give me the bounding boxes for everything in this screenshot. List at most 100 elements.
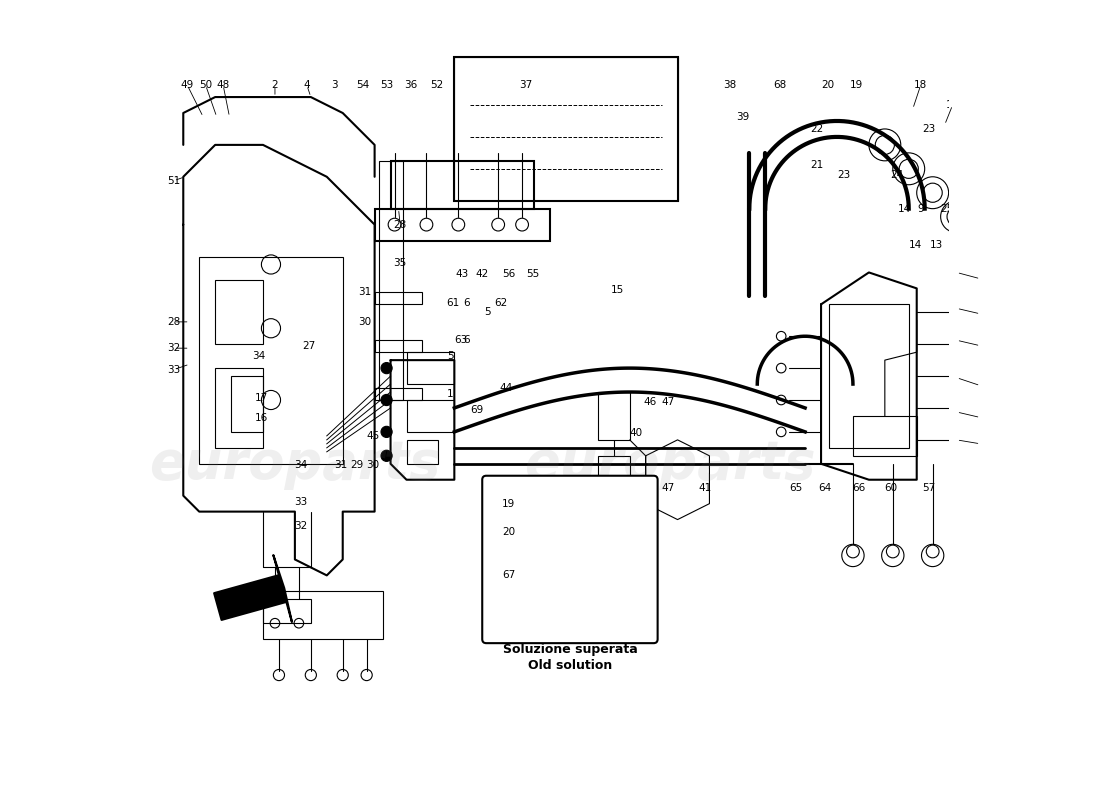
Text: 33: 33 bbox=[295, 497, 308, 507]
Text: 57: 57 bbox=[922, 482, 935, 493]
Text: 6: 6 bbox=[463, 298, 470, 308]
Text: 45: 45 bbox=[366, 431, 379, 441]
Bar bbox=[375, 209, 550, 241]
Bar bbox=[597, 456, 629, 504]
Bar bbox=[390, 161, 535, 209]
Text: 16: 16 bbox=[255, 413, 268, 422]
Text: 63: 63 bbox=[454, 335, 467, 346]
Text: 42: 42 bbox=[475, 269, 488, 279]
Bar bbox=[407, 440, 439, 464]
Text: 32: 32 bbox=[167, 343, 180, 353]
Text: 24: 24 bbox=[890, 170, 903, 180]
Text: 46: 46 bbox=[644, 397, 657, 406]
Bar bbox=[378, 161, 403, 400]
Text: 1: 1 bbox=[447, 389, 453, 398]
Text: 5: 5 bbox=[484, 307, 491, 318]
Text: 65: 65 bbox=[789, 482, 802, 493]
Text: 41: 41 bbox=[698, 482, 712, 493]
Text: 51: 51 bbox=[167, 176, 180, 186]
Text: europarts: europarts bbox=[150, 438, 441, 490]
Bar bbox=[454, 57, 678, 201]
Text: 56: 56 bbox=[502, 269, 515, 279]
Text: 9: 9 bbox=[917, 204, 924, 214]
Text: 47: 47 bbox=[661, 397, 674, 406]
Text: 30: 30 bbox=[359, 317, 372, 327]
Text: 68: 68 bbox=[773, 80, 786, 90]
Text: 38: 38 bbox=[723, 80, 736, 90]
Text: 44: 44 bbox=[499, 383, 513, 393]
Text: 49: 49 bbox=[180, 80, 194, 90]
Text: 30: 30 bbox=[366, 460, 379, 470]
Text: 46: 46 bbox=[646, 482, 659, 493]
Bar bbox=[263, 591, 383, 639]
Text: 2: 2 bbox=[272, 80, 278, 90]
Text: 48: 48 bbox=[217, 80, 230, 90]
Text: 54: 54 bbox=[356, 80, 370, 90]
Circle shape bbox=[381, 362, 393, 374]
Text: 20: 20 bbox=[821, 80, 834, 90]
Bar bbox=[597, 392, 629, 440]
Text: 64: 64 bbox=[818, 482, 832, 493]
Text: 21: 21 bbox=[811, 160, 824, 170]
Bar bbox=[829, 304, 909, 448]
Text: 13: 13 bbox=[930, 239, 944, 250]
Text: 11: 11 bbox=[974, 381, 987, 390]
Text: 15: 15 bbox=[612, 285, 625, 295]
Text: 12: 12 bbox=[946, 100, 959, 110]
Text: 3: 3 bbox=[331, 80, 338, 90]
Text: 10: 10 bbox=[974, 309, 987, 319]
Text: Old solution: Old solution bbox=[528, 659, 612, 672]
Bar bbox=[263, 599, 311, 623]
Text: 32: 32 bbox=[295, 521, 308, 531]
Text: 69: 69 bbox=[470, 405, 483, 414]
Text: 28: 28 bbox=[167, 317, 180, 327]
Text: 35: 35 bbox=[394, 258, 407, 268]
Bar bbox=[216, 368, 263, 448]
Text: 4: 4 bbox=[304, 80, 310, 90]
Text: 27: 27 bbox=[302, 341, 316, 350]
Text: europarts: europarts bbox=[524, 438, 815, 490]
Text: 60: 60 bbox=[884, 482, 898, 493]
Bar bbox=[199, 257, 343, 464]
Bar bbox=[407, 400, 454, 432]
Text: Soluzione superata: Soluzione superata bbox=[503, 643, 637, 656]
Text: 18: 18 bbox=[914, 80, 927, 90]
Text: 22: 22 bbox=[811, 124, 824, 134]
Text: 20: 20 bbox=[502, 526, 515, 537]
Text: 17: 17 bbox=[255, 394, 268, 403]
Text: 19: 19 bbox=[850, 80, 864, 90]
Text: 53: 53 bbox=[379, 80, 393, 90]
Text: 23: 23 bbox=[837, 170, 850, 180]
Text: 28: 28 bbox=[394, 220, 407, 230]
Text: 50: 50 bbox=[199, 80, 212, 90]
Circle shape bbox=[381, 394, 393, 406]
Text: 6: 6 bbox=[463, 335, 470, 346]
Text: 67: 67 bbox=[502, 570, 515, 580]
Text: 25: 25 bbox=[940, 204, 954, 214]
Text: 61: 61 bbox=[447, 298, 460, 308]
Bar bbox=[375, 292, 422, 304]
Text: 31: 31 bbox=[334, 460, 348, 470]
Circle shape bbox=[381, 450, 393, 462]
Text: 23: 23 bbox=[922, 124, 935, 134]
FancyBboxPatch shape bbox=[482, 476, 658, 643]
Text: 8: 8 bbox=[977, 341, 983, 350]
Text: 29: 29 bbox=[351, 460, 364, 470]
Text: 47: 47 bbox=[661, 482, 674, 493]
Bar bbox=[375, 388, 422, 400]
Bar bbox=[852, 416, 916, 456]
Text: 66: 66 bbox=[852, 482, 866, 493]
Text: 31: 31 bbox=[359, 287, 372, 298]
Text: 33: 33 bbox=[167, 365, 180, 374]
Bar bbox=[375, 340, 422, 352]
Text: 19: 19 bbox=[502, 498, 515, 509]
Text: 58: 58 bbox=[974, 413, 987, 422]
Text: 26: 26 bbox=[966, 204, 979, 214]
Text: 14: 14 bbox=[898, 204, 912, 214]
Text: 5: 5 bbox=[447, 351, 453, 361]
Text: 43: 43 bbox=[455, 269, 469, 279]
Text: 62: 62 bbox=[494, 298, 507, 308]
Bar bbox=[407, 352, 454, 384]
Text: 55: 55 bbox=[526, 269, 539, 279]
Text: 39: 39 bbox=[736, 112, 749, 122]
